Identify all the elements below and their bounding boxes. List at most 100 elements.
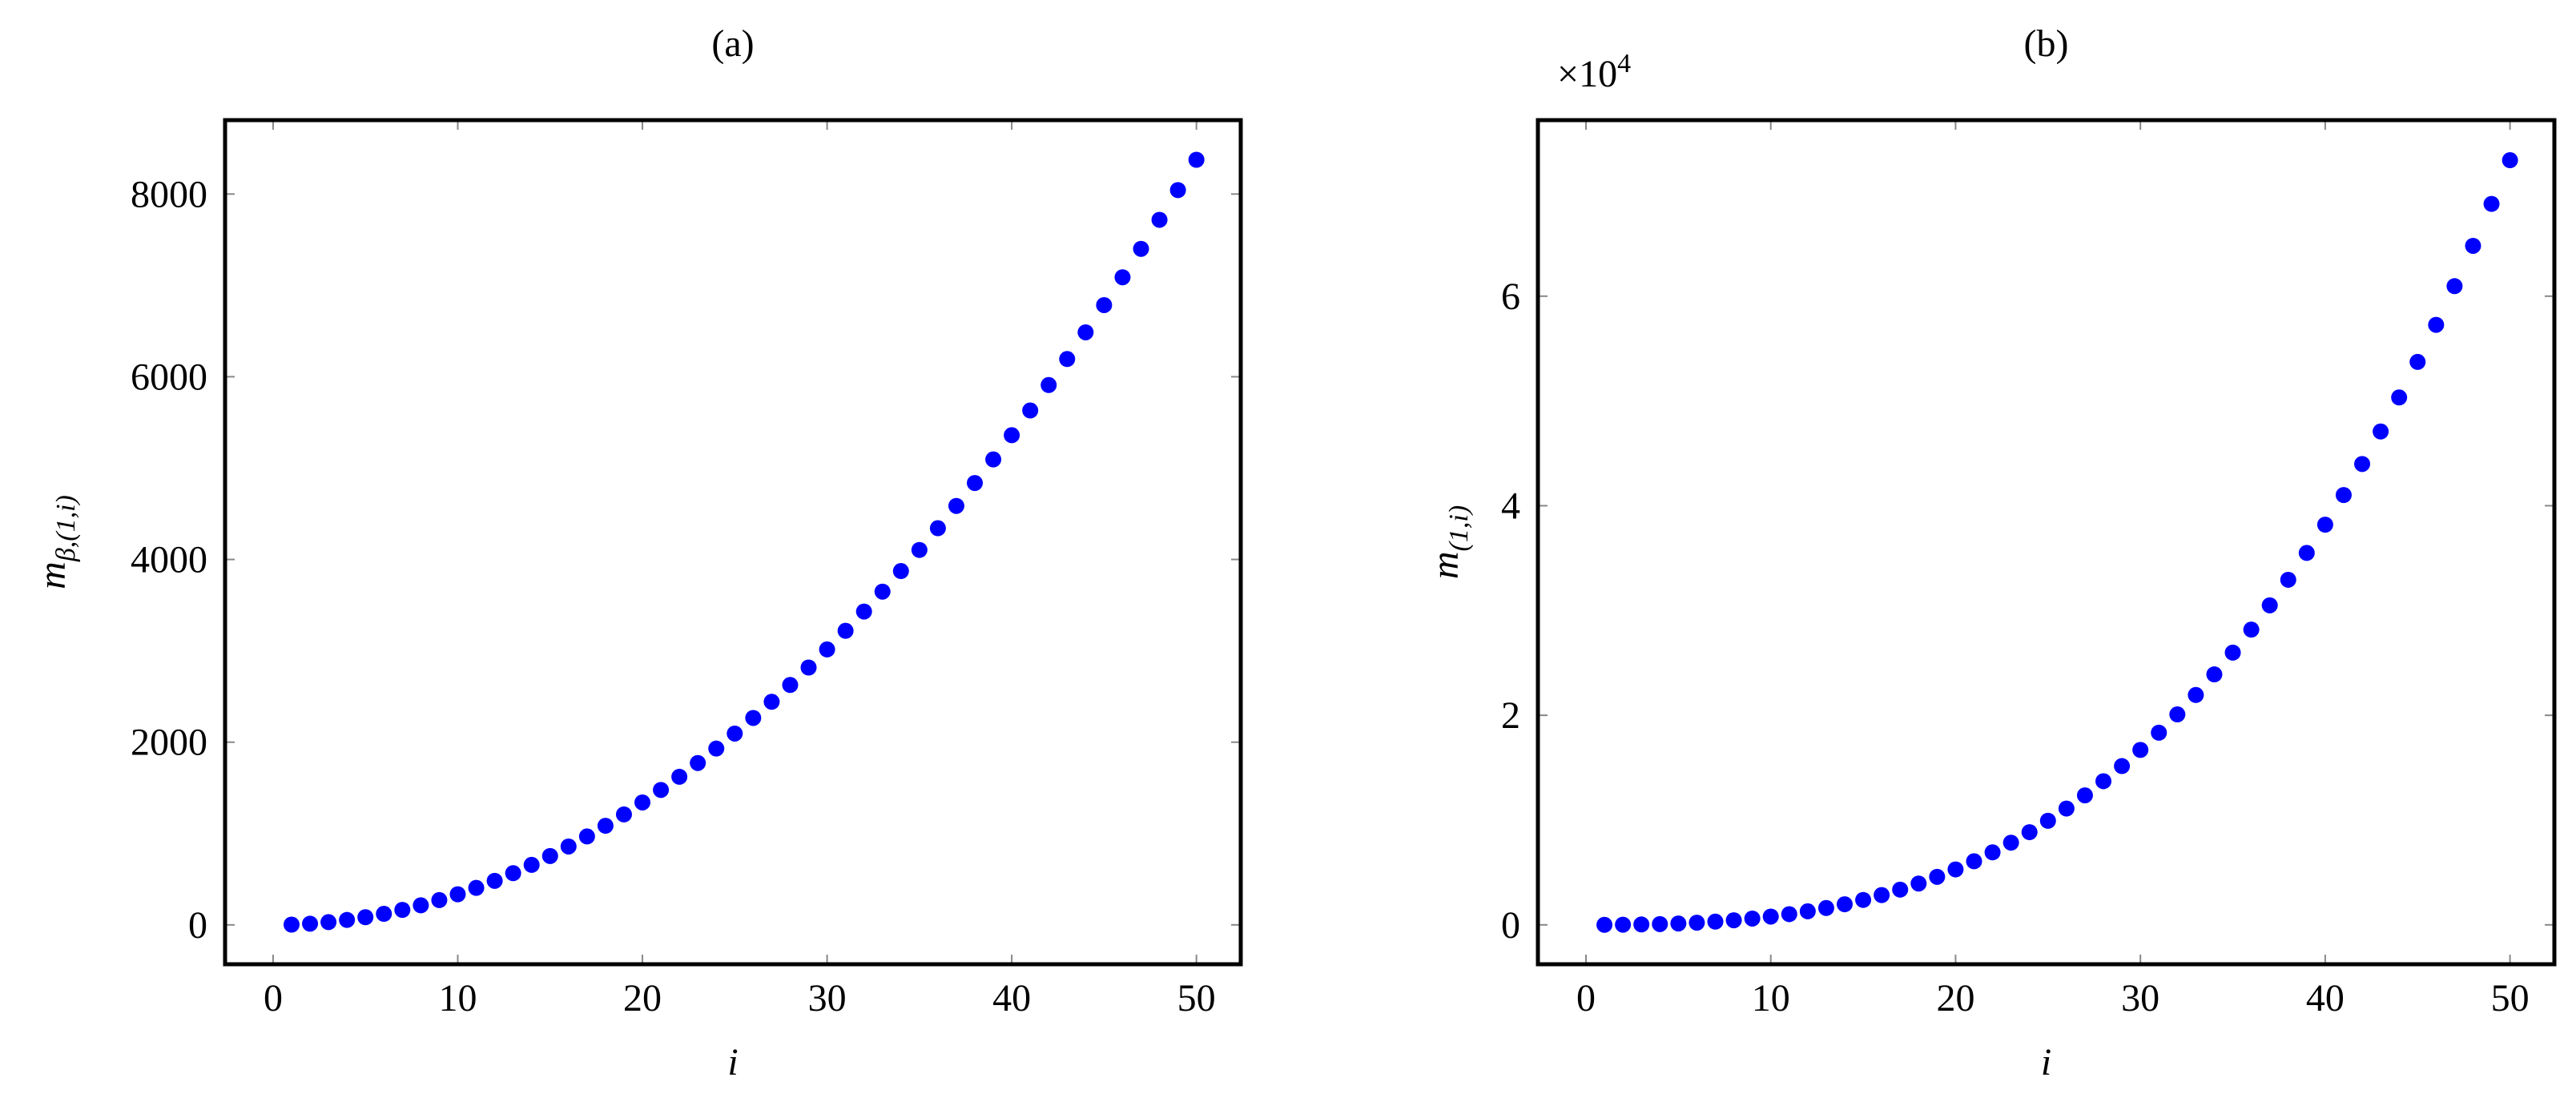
data-point (1855, 891, 1872, 908)
data-point (1151, 211, 1168, 228)
data-point (1596, 916, 1613, 933)
y-tick-label: 0 (188, 904, 207, 947)
data-point (763, 694, 780, 710)
data-point (1652, 915, 1668, 932)
data-point (2224, 644, 2241, 661)
data-point (1133, 240, 1149, 257)
y-axis-label-subscript: β,(1,i) (51, 495, 81, 562)
data-point (1929, 868, 1946, 885)
y-axis-label-base: m (1424, 551, 1467, 579)
data-point (1762, 908, 1779, 925)
data-point (1910, 875, 1927, 892)
data-point (2151, 724, 2167, 741)
data-point (578, 828, 595, 845)
data-point (690, 754, 706, 771)
data-point (855, 603, 872, 620)
y-tick-label: 4000 (131, 539, 207, 581)
data-point (653, 782, 670, 798)
x-tick-label: 20 (1936, 977, 1974, 1020)
x-tick-label: 30 (808, 977, 847, 1020)
data-point (1707, 913, 1724, 930)
y-tick-label: 6000 (131, 356, 207, 398)
x-tick-label: 0 (264, 977, 283, 1020)
data-point (394, 902, 411, 919)
data-point (1817, 899, 1834, 916)
data-point (634, 794, 651, 810)
data-point (431, 891, 448, 908)
y-axis-label: m(1,i) (1424, 505, 1474, 579)
x-tick-label: 0 (1576, 977, 1596, 1020)
data-point (357, 909, 374, 926)
plot-frame (1536, 118, 2557, 967)
y-tick-label: 8000 (131, 173, 207, 215)
plot-frame (223, 118, 1243, 967)
data-point (2002, 835, 2019, 851)
data-point (1615, 916, 1632, 933)
data-point (967, 475, 984, 492)
data-point (505, 865, 521, 882)
data-point (1966, 853, 1982, 870)
data-point (486, 872, 503, 889)
y-tick-label: 6 (1501, 275, 1520, 318)
x-axis-label: i (727, 1041, 738, 1084)
data-point (2335, 487, 2352, 504)
data-point (2483, 195, 2500, 212)
data-point (2206, 666, 2223, 683)
data-point (948, 497, 964, 514)
x-axis-label: i (2041, 1041, 2051, 1084)
data-point (2409, 353, 2426, 370)
data-point (2354, 456, 2371, 473)
data-point (2428, 316, 2445, 333)
x-tick-label: 40 (2306, 977, 2345, 1020)
data-point (523, 856, 540, 873)
y-multiplier-base: ×10 (1557, 53, 1617, 95)
data-point (2095, 773, 2112, 790)
data-point (782, 677, 799, 694)
data-point (1837, 896, 1854, 913)
data-point (2502, 152, 2518, 169)
data-point (302, 915, 319, 932)
data-point (727, 725, 743, 742)
x-tick-label: 10 (1752, 977, 1790, 1020)
data-point (413, 897, 429, 914)
data-point (283, 916, 300, 933)
y-tick-label: 2 (1501, 694, 1520, 737)
y-tick-label: 0 (1501, 904, 1520, 947)
y-tick-label: 2000 (131, 722, 207, 764)
x-tick-label: 40 (992, 977, 1031, 1020)
data-point (1096, 296, 1113, 313)
data-point (615, 806, 632, 822)
data-point (2039, 812, 2056, 829)
data-point (985, 451, 1002, 468)
data-point (2316, 517, 2333, 533)
chart: (a) 0 10 20 30 40 50 0 2000 4000 6000 8000 i mβ,(1,i) (31, 22, 1243, 1084)
data-point (2465, 237, 2481, 254)
data-point (1004, 427, 1020, 444)
data-point (1947, 861, 1964, 878)
data-point (1781, 906, 1797, 923)
data-point (2373, 423, 2389, 440)
data-point (2243, 621, 2260, 638)
x-tick-label: 30 (2121, 977, 2159, 1020)
data-point (597, 818, 614, 835)
x-tick-label: 50 (1177, 977, 1216, 1020)
y-multiplier: ×104 (1557, 49, 1631, 95)
x-tick-label: 50 (2491, 977, 2530, 1020)
data-point (2446, 278, 2463, 295)
data-point (2076, 787, 2093, 804)
data-point (1799, 903, 1816, 919)
data-point (2114, 758, 2131, 774)
data-point (892, 563, 909, 580)
y-axis-label-base: m (31, 561, 74, 589)
data-point (671, 768, 688, 785)
data-point (2132, 742, 2149, 758)
data-point (1077, 324, 1094, 340)
data-point (2280, 571, 2296, 588)
data-point (819, 641, 835, 658)
data-point (1984, 844, 2001, 861)
data-point (2169, 706, 2186, 723)
data-point (2391, 389, 2408, 406)
x-tick-label: 20 (623, 977, 662, 1020)
